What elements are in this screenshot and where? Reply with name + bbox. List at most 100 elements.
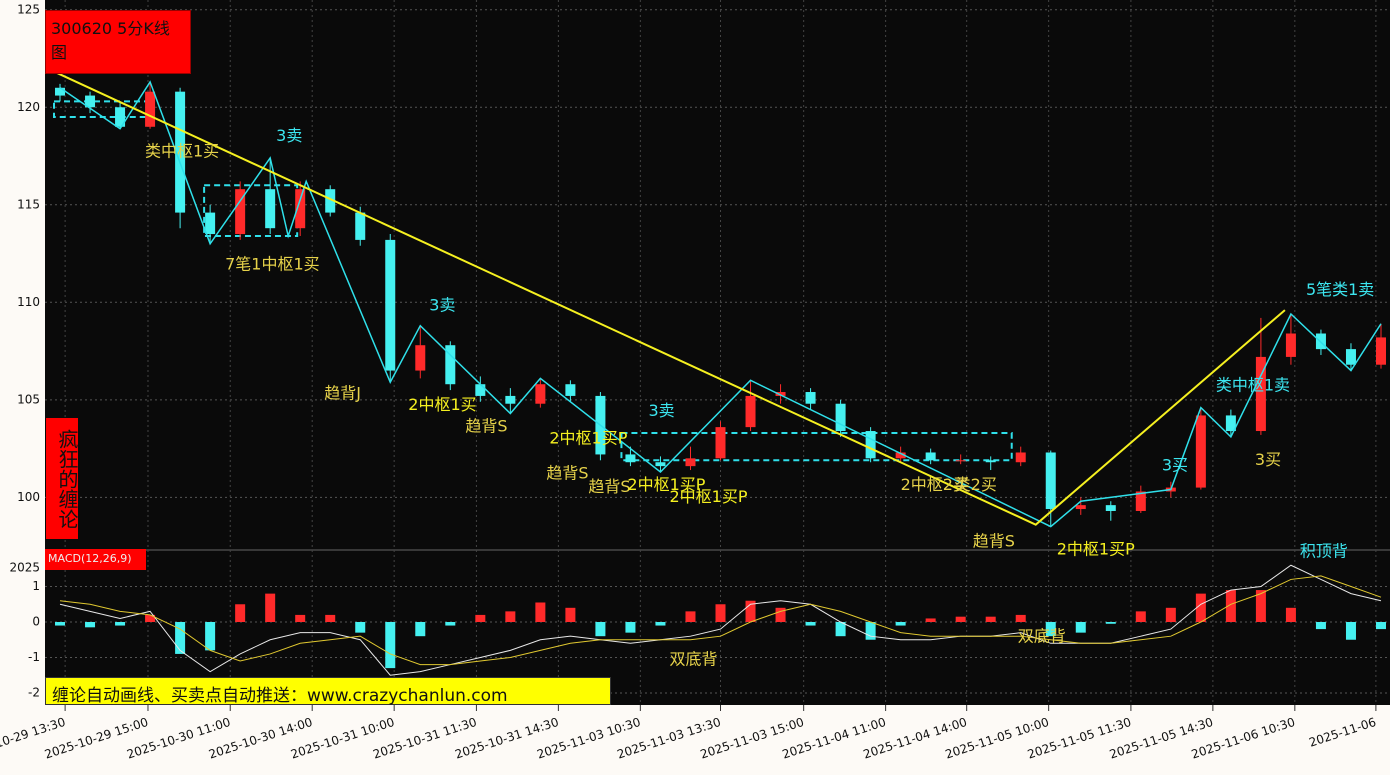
macd-bar	[1285, 607, 1296, 623]
macd-bar	[1135, 611, 1146, 623]
candle-body	[445, 345, 456, 385]
candle-body	[505, 395, 516, 404]
annotation: 趋背S	[588, 477, 630, 496]
macd-bar	[655, 622, 666, 626]
macd-bar	[865, 622, 876, 640]
macd-bar	[85, 622, 96, 628]
macd-bar	[205, 622, 216, 651]
candle-body	[775, 392, 786, 396]
macd-bar	[1315, 622, 1326, 630]
annotation: 类中枢1买	[145, 142, 219, 161]
candle-body	[235, 189, 246, 235]
macd-bar	[1345, 622, 1356, 640]
macd-bar	[535, 602, 546, 623]
macd-bar	[355, 622, 366, 633]
annotation: 类2买	[955, 475, 997, 494]
candle-body	[85, 95, 96, 108]
y-tick-label: 1	[32, 579, 40, 593]
macd-label: MACD(12,26,9)	[45, 549, 146, 570]
annotation: 趋背S	[546, 463, 588, 482]
annotation: 5笔类1卖	[1306, 280, 1374, 299]
candle-body	[1195, 415, 1206, 488]
candle-body	[145, 91, 156, 127]
candle-body	[925, 452, 936, 461]
candle-body	[565, 384, 576, 396]
candle-body	[835, 403, 846, 432]
candle-body	[1345, 349, 1356, 365]
macd-corner-label: 2025	[9, 561, 40, 575]
candle-body	[325, 189, 336, 213]
candle-body	[1135, 491, 1146, 511]
annotation: 2中枢1买P	[669, 487, 747, 506]
annotation: 7笔1中枢1买	[225, 255, 320, 274]
macd-bar	[1105, 622, 1116, 624]
macd-bar	[1375, 622, 1386, 630]
y-tick-label: -1	[28, 650, 40, 664]
annotation: 趋背S	[465, 417, 507, 436]
candle-body	[1375, 337, 1386, 365]
macd-bar	[1165, 607, 1176, 623]
candle-body	[355, 212, 366, 240]
macd-bar	[775, 607, 786, 623]
x-tick-label: 2025-11-06	[1307, 715, 1378, 750]
macd-bar	[115, 622, 126, 626]
annotation: 2中枢1买P	[1057, 540, 1135, 559]
y-tick-label: 110	[17, 295, 40, 309]
candle-body	[625, 454, 636, 463]
candle-body	[1015, 452, 1026, 463]
candle-body	[475, 384, 486, 396]
macd-bar	[955, 616, 966, 623]
macd-line	[59, 575, 1382, 666]
macd-bar	[385, 622, 396, 669]
annotation: 积顶背	[1300, 542, 1348, 561]
candle-body	[1045, 452, 1056, 510]
pivot-box	[203, 184, 299, 237]
annotation: 双底背	[669, 649, 717, 668]
y-tick-label: -2	[28, 685, 40, 699]
annotation: 3卖	[276, 126, 302, 145]
trend-line	[50, 69, 1286, 526]
macd-bar	[745, 600, 756, 623]
stroke-line	[59, 80, 1382, 528]
candle-body	[655, 462, 666, 467]
annotation: 趋背S	[973, 532, 1015, 551]
macd-bar	[565, 607, 576, 623]
annotation: 3买	[1255, 450, 1281, 469]
macd-bar	[235, 604, 246, 623]
macd-bar	[1045, 622, 1056, 637]
annotation: 2中枢1买P	[549, 428, 627, 447]
macd-bar	[505, 611, 516, 623]
candle-body	[865, 431, 876, 459]
annotation: 3卖	[429, 296, 455, 315]
candle-body	[265, 189, 276, 229]
title-box: 300620 5分K线图	[45, 10, 191, 74]
candle-body	[1225, 415, 1236, 432]
macd-bar	[445, 622, 456, 626]
y-tick-label: 105	[17, 392, 40, 406]
macd-bar	[895, 622, 906, 626]
annotation: 2中枢2买	[901, 475, 969, 494]
candle-body	[955, 460, 966, 462]
candle-body	[1255, 356, 1266, 432]
annotation: 类中枢1卖	[1216, 376, 1290, 395]
macd-bar	[1225, 590, 1236, 623]
annotation: 2中枢1买	[408, 395, 476, 414]
y-tick-label: 100	[17, 490, 40, 504]
annotation: 3买	[1162, 456, 1188, 475]
macd-bar	[835, 622, 846, 637]
macd-bar	[175, 622, 186, 654]
annotation: 双底背	[1018, 626, 1066, 645]
y-tick-label: 125	[17, 2, 40, 16]
candle-body	[1105, 505, 1116, 511]
candle-body	[115, 107, 126, 127]
annotation: 3卖	[648, 401, 674, 420]
macd-bar	[1075, 622, 1086, 633]
candle-body	[1285, 333, 1296, 357]
macd-bar	[1255, 590, 1266, 623]
macd-bar	[415, 622, 426, 637]
macd-bar	[595, 622, 606, 637]
macd-bar	[925, 618, 936, 623]
candle-body	[415, 345, 426, 371]
